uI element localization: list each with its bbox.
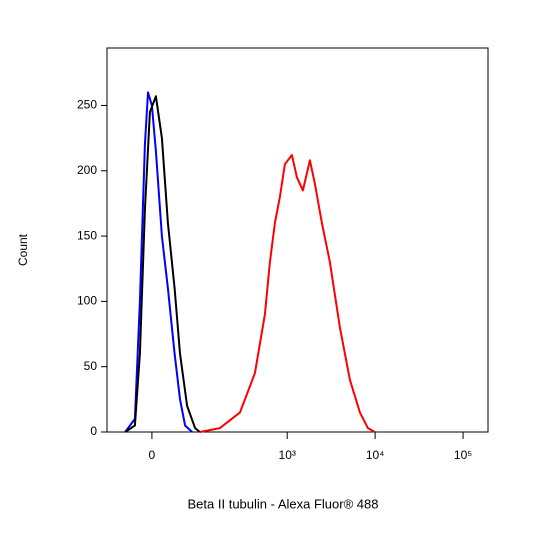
y-tick-label: 0: [90, 424, 97, 438]
y-axis-title: Count: [16, 233, 30, 266]
histogram-line: [124, 91, 193, 433]
plot-frame: [106, 47, 489, 433]
y-tick-label: 200: [77, 163, 97, 177]
x-tick-label: 0: [149, 448, 156, 462]
x-tick-label: 10⁴: [366, 448, 385, 462]
y-tick-label: 250: [77, 98, 97, 112]
y-tick-label: 50: [84, 359, 98, 373]
y-tick-label: 100: [77, 294, 97, 308]
x-axis-title: Beta II tubulin - Alexa Fluor® 488: [188, 496, 379, 511]
histogram-line: [199, 154, 376, 433]
y-tick-label: 150: [77, 228, 97, 242]
x-tick-label: 10³: [279, 448, 296, 462]
x-tick-label: 10⁵: [454, 448, 472, 462]
histogram-line: [124, 95, 201, 433]
